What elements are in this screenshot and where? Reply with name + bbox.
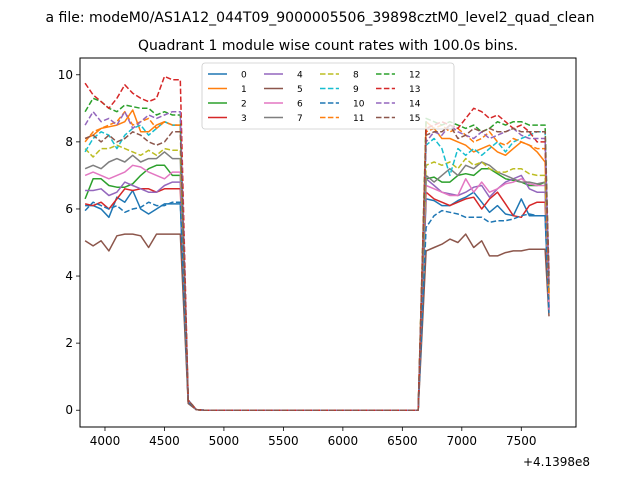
- series-line-8: [84, 144, 550, 411]
- series-line-10: [84, 201, 550, 411]
- x-axis: 4000 4500 5000 5500 6000 6500 7000 7500: [90, 427, 537, 448]
- plot-frame: [79, 57, 577, 428]
- legend-label-2: 2: [241, 100, 247, 110]
- x-tick-label: 4000: [90, 434, 121, 448]
- legend-label-5: 5: [297, 85, 303, 95]
- legend-label-11: 11: [353, 114, 364, 124]
- series-line-14: [84, 110, 550, 411]
- legend-label-9: 9: [353, 85, 359, 95]
- legend-label-4: 4: [297, 71, 303, 81]
- y-tick-label: 4: [65, 269, 73, 283]
- y-tick-label: 2: [65, 336, 73, 350]
- legend-label-8: 8: [353, 71, 359, 81]
- x-tick-label: 5500: [268, 434, 299, 448]
- legend-label-0: 0: [241, 71, 247, 81]
- chart-title: Quadrant 1 module wise count rates with …: [138, 38, 518, 54]
- legend-label-3: 3: [241, 114, 247, 124]
- x-offset-label: +4.1398e8: [523, 455, 590, 469]
- legend-label-7: 7: [297, 114, 303, 124]
- legend-label-14: 14: [409, 100, 421, 110]
- x-tick-label: 7500: [506, 434, 537, 448]
- figure-suptitle: a file: modeM0/AS1A12_044T09_9000005506_…: [46, 10, 595, 26]
- y-tick-label: 10: [58, 68, 73, 82]
- legend-label-13: 13: [409, 85, 420, 95]
- series-line-15: [84, 124, 550, 411]
- y-tick-label: 6: [65, 202, 73, 216]
- series-line-13: [84, 75, 550, 411]
- x-tick-label: 5000: [209, 434, 240, 448]
- legend-label-12: 12: [409, 71, 420, 81]
- plot-area: [84, 75, 550, 411]
- x-tick-label: 6500: [387, 434, 418, 448]
- x-tick-label: 7000: [447, 434, 478, 448]
- legend-box: [201, 62, 455, 130]
- y-tick-label: 8: [65, 135, 73, 149]
- legend-label-6: 6: [297, 100, 303, 110]
- x-tick-label: 6000: [328, 434, 359, 448]
- x-tick-label: 4500: [149, 434, 180, 448]
- legend-label-15: 15: [409, 114, 420, 124]
- legend-label-10: 10: [353, 100, 365, 110]
- y-tick-label: 0: [65, 403, 73, 417]
- legend-label-1: 1: [241, 85, 247, 95]
- y-axis: 0 2 4 6 8 10: [58, 68, 80, 417]
